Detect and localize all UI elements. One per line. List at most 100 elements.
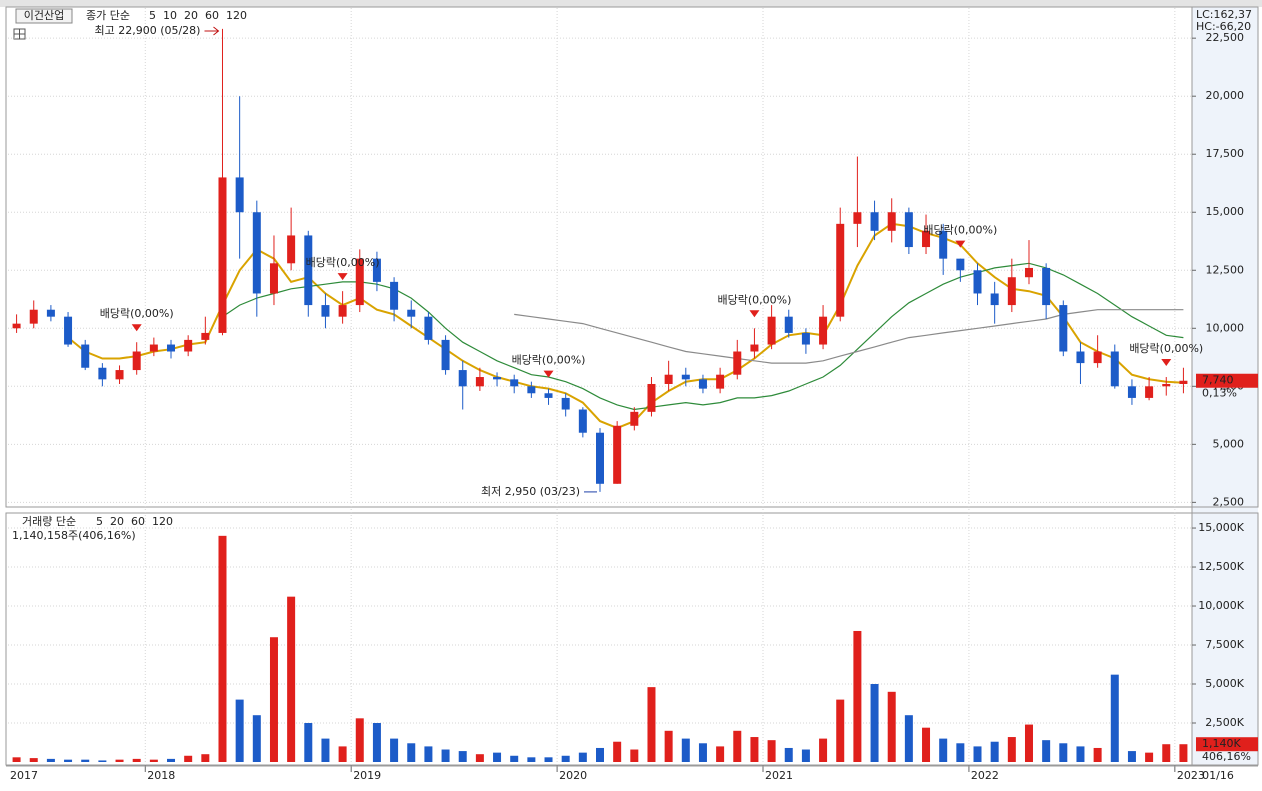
dividend-arrow	[749, 310, 760, 318]
candle-body	[630, 411, 639, 426]
volume-bar	[1127, 751, 1136, 762]
volume-bar	[81, 759, 90, 762]
candle-body	[338, 305, 347, 317]
dividend-label: 배당락(0,00%)	[923, 224, 997, 237]
candle-body	[1042, 267, 1051, 306]
volume-bar	[235, 699, 244, 762]
legend-item: 10	[163, 9, 177, 22]
volume-bar	[1110, 674, 1119, 762]
title-box[interactable]	[15, 8, 73, 24]
volume-bar	[819, 738, 828, 762]
volume-bar	[1162, 744, 1171, 762]
y-tick-label: 12,500	[1206, 263, 1245, 276]
candle-body	[235, 177, 244, 213]
volume-bar	[630, 749, 639, 762]
candle-body	[973, 270, 982, 294]
candle-body	[1093, 351, 1102, 364]
volume-bar	[132, 758, 141, 762]
volume-bar	[664, 730, 673, 762]
legend-item: 20	[184, 9, 198, 22]
candle-body	[716, 374, 725, 389]
legend-item: 20	[110, 515, 124, 528]
legend-item: 5	[96, 515, 103, 528]
candle-body	[801, 332, 810, 345]
volume-bar	[510, 755, 519, 762]
volume-bar	[12, 757, 21, 762]
volume-bar	[1007, 737, 1016, 762]
candle-body	[149, 344, 158, 352]
volume-bar	[287, 596, 296, 762]
volume-bar	[115, 759, 124, 762]
last-volume-box	[1196, 737, 1258, 752]
dividend-arrow	[1161, 359, 1172, 367]
volume-bar	[1179, 744, 1188, 762]
legend-item: 60	[205, 9, 219, 22]
volume-bar	[493, 752, 502, 762]
candle-body	[12, 323, 21, 329]
candle-body	[29, 309, 38, 324]
volume-bar	[167, 758, 176, 762]
candle-body	[1007, 277, 1016, 306]
volume-bar	[698, 743, 707, 762]
volume-summary: 1,140,158주(406,16%)	[12, 529, 136, 542]
candle-body	[544, 393, 553, 398]
volume-bar	[338, 746, 347, 762]
candle-body	[201, 332, 210, 340]
candle-body	[458, 370, 467, 387]
legend-item: 120	[152, 515, 173, 528]
legend-item: 120	[226, 9, 247, 22]
candle-body	[355, 258, 364, 306]
candle-body	[304, 235, 313, 306]
lc-label: LC:162,37	[1196, 8, 1252, 21]
candle-body	[1145, 386, 1154, 398]
y-tick-label: 2,500	[1213, 495, 1245, 508]
volume-bar	[458, 751, 467, 762]
volume-bar	[750, 737, 759, 762]
volume-bar	[596, 747, 604, 762]
candle-body	[184, 339, 193, 352]
volume-bar	[1024, 724, 1033, 762]
y-tick-label: 5,000	[1213, 437, 1245, 450]
y-tick-label: 17,500	[1206, 147, 1245, 160]
candle-body	[132, 351, 141, 371]
volume-bar	[767, 740, 776, 762]
candle-body	[922, 230, 931, 248]
volume-bar	[46, 758, 55, 762]
dividend-arrow	[337, 273, 348, 281]
x-tick-label: 2019	[353, 769, 381, 782]
candle-body	[218, 177, 227, 333]
candle-body	[64, 316, 73, 345]
volume-bar	[64, 759, 73, 762]
high-arrow	[204, 26, 220, 36]
candle-body	[1162, 383, 1171, 387]
volume-bar	[1076, 746, 1085, 762]
volume-bar	[973, 746, 982, 762]
volume-bar	[355, 718, 364, 762]
candle-body	[853, 212, 862, 224]
last-volume-label: 1,140K	[1202, 737, 1241, 750]
candle-body	[578, 409, 587, 433]
candle-body	[836, 223, 845, 317]
candle-body	[1127, 386, 1136, 398]
dividend-arrow	[543, 370, 554, 378]
volume-bar	[853, 630, 862, 762]
volume-bar	[733, 730, 742, 762]
candle-body	[596, 432, 604, 484]
candle-body	[475, 377, 484, 387]
volume-bar	[269, 637, 278, 762]
candle-body	[372, 258, 381, 282]
volume-bar	[1042, 740, 1051, 762]
volume-bar	[424, 746, 433, 762]
candle-body	[819, 316, 828, 345]
volume-bar	[716, 746, 725, 762]
candle-body	[904, 212, 913, 248]
y-tick-label: 10,000	[1206, 321, 1245, 334]
dividend-label: 배당락(0,00%)	[717, 293, 791, 306]
volume-bar	[613, 741, 622, 762]
high-label: 최고 22,900 (05/28)	[94, 24, 200, 37]
candle-body	[681, 374, 690, 380]
y-tick-label: 7,500K	[1205, 638, 1244, 651]
candle-body	[698, 379, 707, 389]
dividend-arrow	[131, 324, 142, 332]
candle-body	[510, 379, 519, 387]
